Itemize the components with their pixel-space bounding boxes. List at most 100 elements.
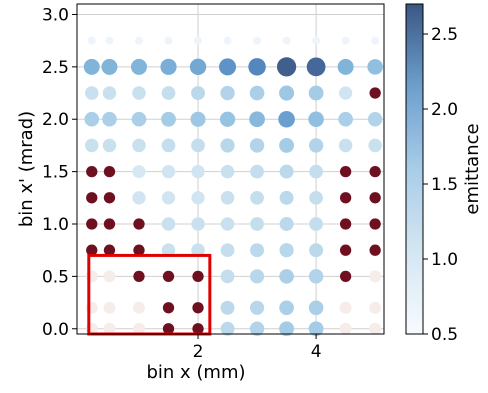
data-point (86, 192, 98, 204)
colorbar-tick-label: 1.5 (431, 175, 458, 195)
data-point (220, 321, 235, 336)
x-axis-label: bin x (mm) (146, 362, 245, 383)
data-point (133, 244, 145, 256)
data-point (102, 138, 117, 153)
data-point (249, 138, 265, 153)
data-point (248, 58, 266, 76)
data-point (86, 165, 98, 178)
data-point (306, 57, 326, 77)
y-tick-label: 0.5 (42, 267, 69, 287)
data-point (133, 270, 145, 283)
data-point (161, 217, 176, 231)
data-point (309, 190, 323, 205)
data-point (83, 58, 100, 75)
data-point (220, 269, 235, 284)
data-point (132, 322, 145, 335)
data-point (132, 165, 146, 179)
data-point (308, 300, 324, 316)
data-point (84, 86, 99, 100)
data-point (192, 270, 204, 283)
data-point (194, 36, 203, 45)
data-point (103, 244, 116, 256)
data-point (220, 164, 235, 179)
data-point (249, 111, 265, 128)
data-point (253, 36, 262, 45)
data-point (308, 269, 324, 284)
x-tick-label: 4 (311, 342, 322, 362)
data-point (132, 138, 146, 153)
colorbar-tick-label: 1.0 (431, 250, 458, 270)
data-point (103, 301, 116, 314)
data-point (341, 36, 350, 45)
data-point (132, 191, 146, 205)
data-point (101, 58, 118, 75)
data-point (103, 270, 116, 283)
data-point (279, 138, 295, 153)
colorbar-tick-label: 2.0 (431, 100, 458, 120)
data-point (103, 165, 116, 178)
data-point (312, 36, 321, 45)
data-point (369, 244, 381, 256)
data-point (191, 164, 205, 179)
data-point (369, 218, 381, 230)
data-point (191, 138, 205, 153)
data-point (220, 217, 235, 231)
data-point (84, 138, 99, 153)
colorbar-label: emittance (462, 123, 483, 214)
data-point (134, 36, 143, 45)
data-point (337, 58, 354, 75)
data-point (161, 86, 176, 100)
data-point (131, 58, 147, 75)
data-point (191, 191, 205, 205)
y-tick-label: 2.0 (42, 110, 69, 130)
data-point (279, 190, 294, 205)
data-point (219, 58, 237, 76)
data-point (191, 86, 206, 101)
data-point (219, 111, 236, 127)
data-point (369, 270, 382, 283)
data-point (309, 164, 323, 179)
data-point (191, 217, 205, 231)
data-point (338, 86, 353, 100)
data-point (339, 270, 352, 283)
data-point (161, 138, 176, 153)
data-point (189, 58, 207, 76)
data-point (369, 192, 381, 204)
data-point (371, 36, 380, 45)
data-point (282, 36, 291, 45)
data-point (131, 111, 147, 127)
data-point (309, 243, 324, 258)
data-point (308, 85, 324, 101)
data-point (86, 244, 98, 256)
data-point (308, 138, 324, 153)
data-point (220, 191, 235, 205)
data-point (192, 302, 204, 314)
data-point (369, 87, 381, 99)
colorbar-tick-label: 2.5 (431, 25, 458, 45)
x-tick-label: 2 (193, 342, 204, 362)
data-point (161, 243, 176, 257)
data-point (190, 111, 206, 127)
y-axis-ticks: 0.0 0.5 1.0 1.5 2.0 2.5 3.0 (42, 5, 77, 340)
data-point (250, 243, 265, 258)
data-point (84, 111, 100, 127)
data-point (278, 110, 295, 128)
data-point (220, 138, 235, 153)
data-point (102, 86, 117, 100)
colorbar (405, 3, 424, 335)
data-point (279, 300, 294, 316)
data-point (279, 243, 294, 258)
data-point (192, 323, 204, 335)
data-point (223, 36, 232, 45)
data-point (220, 85, 235, 101)
data-point (250, 217, 264, 231)
data-point (279, 164, 294, 179)
data-point (220, 243, 235, 258)
data-point (308, 111, 324, 127)
data-point (339, 301, 352, 314)
data-point (87, 36, 96, 45)
y-tick-label: 0.0 (42, 320, 69, 340)
data-point (308, 321, 324, 337)
data-point (279, 85, 295, 101)
